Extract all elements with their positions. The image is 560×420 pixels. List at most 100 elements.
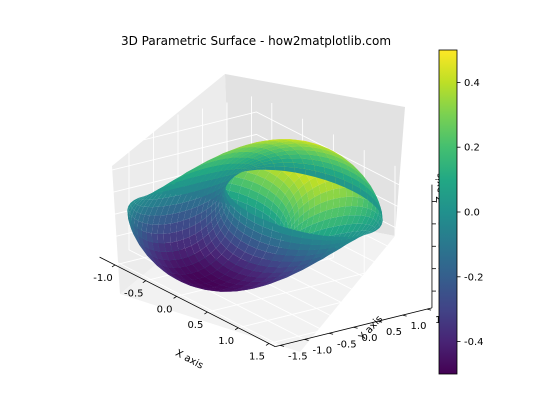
surface-facet [262,212,270,224]
surface-facet [157,224,165,234]
surface-facet [170,241,179,252]
surface-facet [272,176,284,189]
surface-facet [268,260,283,268]
surface-facet [291,141,307,144]
surface-facet [195,188,207,200]
surface-facet [206,213,212,226]
surface-facet [303,209,310,222]
surface-facet [228,254,241,265]
surface-facet [318,210,327,223]
surface-facet [255,200,265,213]
x-tick-mark [142,280,147,283]
surface-facet [157,258,168,267]
surface-facet [230,264,245,274]
surface-facet [216,242,227,255]
x-tick-mark [234,327,239,331]
surface-facet [298,263,314,272]
surface-facet [157,265,169,275]
surface-facet [142,194,151,200]
surface-facet [280,213,287,226]
x-tick-mark [173,296,177,299]
surface-facet [369,185,376,197]
y-tick-label: -0.5 [337,339,357,350]
surface-facet [244,172,257,182]
surface-facet [258,258,273,267]
surface-facet [235,163,248,169]
surface-facet [296,249,310,256]
surface-facet [253,162,265,167]
surface-facet [242,164,254,169]
surface-facet [266,190,276,203]
surface-facet [216,152,233,161]
surface-facet [369,218,376,226]
surface-facet [148,199,158,208]
surface-facet [224,217,232,230]
surface-facet [163,259,174,268]
surface-facet [169,259,180,268]
surface-facet [365,186,373,198]
surface-facet [381,216,383,225]
surface-facet [245,218,255,231]
surface-facet [229,183,242,194]
surface-facet [204,253,217,265]
surface-facet [258,185,270,198]
surface-facet [256,193,267,205]
surface-facet [298,258,313,266]
surface-facet [211,194,219,206]
surface-facet [226,157,242,164]
surface-facet [324,167,335,177]
surface-facet [294,167,306,175]
colorbar-tick-label: 0.4 [464,78,480,89]
surface-facet [285,188,294,201]
surface-facet [246,281,263,286]
surface-facet [163,223,171,234]
surface-facet [267,272,284,278]
surface-facet [361,224,370,231]
surface-facet [128,205,132,214]
surface-facet [265,172,277,184]
surface-facet [138,196,145,199]
surface-facet [137,228,143,239]
surface-facet [228,190,240,201]
surface-facet [168,187,181,198]
surface-facet [210,201,216,214]
surface-facet [298,243,312,251]
surface-facet [239,186,251,197]
surface-facet [142,214,150,224]
surface-facet [192,261,205,271]
surface-facet [183,166,199,176]
surface-facet [315,170,326,181]
surface-facet [247,196,257,208]
colorbar: -0.4 -0.2 0.0 0.2 0.4 [438,49,484,375]
surface-facet [133,197,139,203]
surface-facet [206,171,220,181]
surface-facet [283,206,289,220]
surface-facet [355,206,363,216]
surface-facet [312,252,327,259]
surface-facet [185,279,200,285]
surface-facet [356,175,366,187]
surface-facet [230,198,236,210]
surface-facet [221,189,225,200]
surface-facet [200,217,207,230]
x-tick-mark [204,311,208,315]
surface-facet [357,215,366,224]
surface-facet [288,260,303,267]
surface-facet [319,155,332,164]
y-tick-label: -1.5 [288,351,308,362]
surface-facet [176,220,184,232]
surface-facet [301,141,317,146]
surface-facet [151,256,162,266]
surface-facet [350,164,361,175]
surface-facet [321,148,335,156]
surface-facet [270,142,287,146]
surface-facet [219,149,236,156]
x-tick-mark [265,343,270,346]
surface-facet [279,182,290,195]
surface-facet [230,235,241,248]
surface-facet [316,248,330,255]
surface-facet [357,197,364,207]
surface-facet [189,215,196,228]
surface-facet [223,205,230,218]
